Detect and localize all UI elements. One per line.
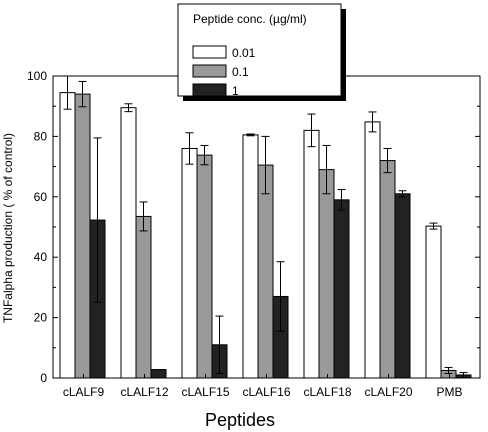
bar <box>135 215 152 379</box>
y-tick-label: 0 <box>40 371 47 385</box>
y-tick-label: 20 <box>34 311 48 325</box>
legend-swatch <box>192 64 227 78</box>
legend-title: Peptide conc. (µg/ml) <box>193 12 307 26</box>
bar <box>425 225 442 379</box>
legend-label: 0.1 <box>232 65 249 79</box>
x-axis-title: Peptides <box>205 410 275 430</box>
bar <box>394 193 411 379</box>
bar <box>196 154 213 379</box>
y-tick-label: 100 <box>27 69 47 83</box>
legend-swatch <box>192 83 227 97</box>
x-tick-label: cLALF9 <box>63 385 105 399</box>
x-tick-label: cLALF18 <box>303 385 351 399</box>
y-tick-label: 60 <box>34 190 48 204</box>
x-tick-label: cLALF15 <box>181 385 229 399</box>
bar <box>379 160 396 379</box>
bar <box>59 92 76 379</box>
legend-label: 1 <box>232 84 239 98</box>
bar <box>257 164 274 379</box>
legend-label: 0.01 <box>232 46 256 60</box>
bar <box>364 121 381 379</box>
bar <box>120 107 137 379</box>
bar <box>242 134 259 379</box>
plot-area: 0 20 40 60 80 100 cLALF9 cLALF12 cLALF15 cLALF16 c… <box>27 69 481 399</box>
x-tick-label: PMB <box>436 385 462 399</box>
bar <box>333 199 350 379</box>
bar <box>181 147 198 379</box>
y-tick-label: 40 <box>34 250 48 264</box>
x-tick-label: cLALF16 <box>242 385 290 399</box>
y-tick-label: 80 <box>34 129 48 143</box>
bar <box>150 369 167 379</box>
x-tick-label: cLALF20 <box>364 385 412 399</box>
x-tick-label: cLALF12 <box>120 385 168 399</box>
bar <box>318 169 335 379</box>
bar <box>303 129 320 379</box>
bar <box>74 93 91 379</box>
legend: 0.01 0.1 1 <box>177 3 346 101</box>
legend-swatch <box>192 45 227 59</box>
y-axis-title: TNFalpha production ( % of control) <box>1 133 15 323</box>
